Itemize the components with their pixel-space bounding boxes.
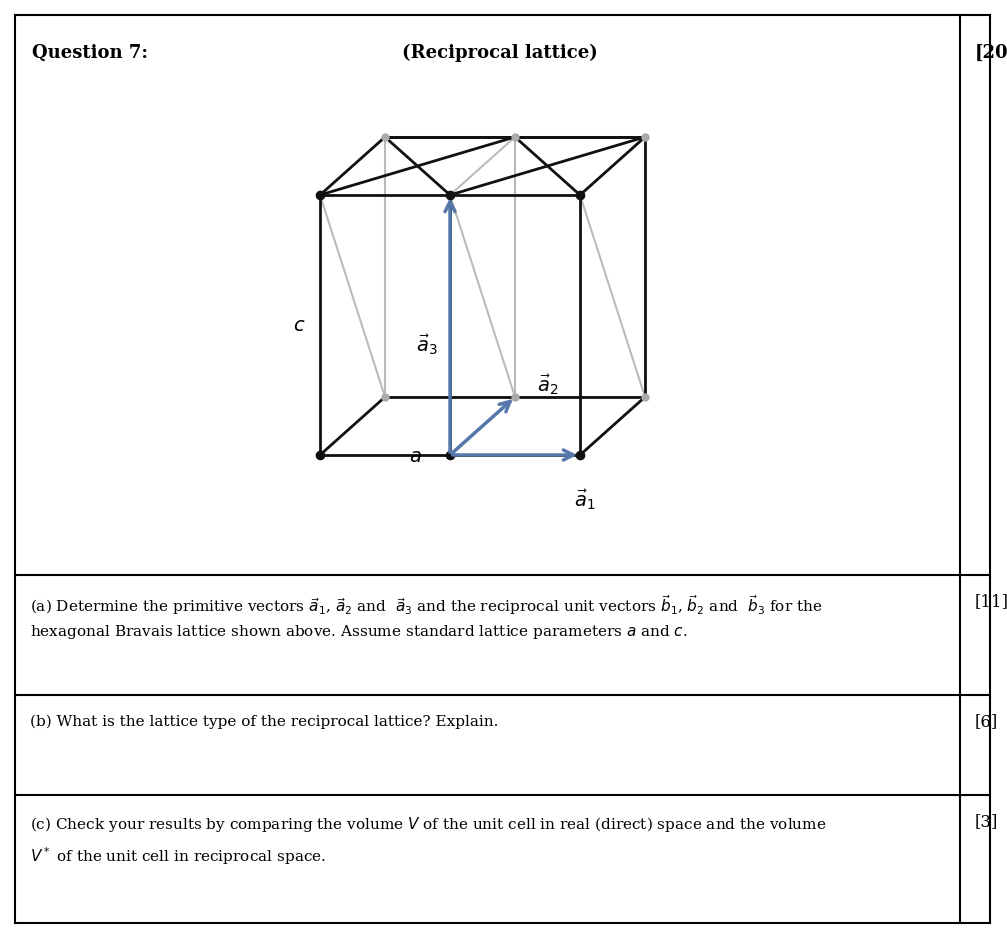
Text: $V^*$ of the unit cell in reciprocal space.: $V^*$ of the unit cell in reciprocal spa… xyxy=(30,845,326,867)
Text: (a) Determine the primitive vectors $\vec{a}_1$, $\vec{a}_2$ and  $\vec{a}_3$ an: (a) Determine the primitive vectors $\ve… xyxy=(30,593,823,617)
Text: [11]: [11] xyxy=(975,593,1007,610)
Text: [3]: [3] xyxy=(975,813,998,830)
Text: Question 7:: Question 7: xyxy=(32,44,148,62)
Text: $\vec{a}_1$: $\vec{a}_1$ xyxy=(574,487,596,511)
Text: [6]: [6] xyxy=(975,713,998,730)
Text: $\vec{a}_3$: $\vec{a}_3$ xyxy=(416,333,438,357)
Text: $a$: $a$ xyxy=(409,447,422,466)
Text: $c$: $c$ xyxy=(293,315,305,335)
Text: hexagonal Bravais lattice shown above. Assume standard lattice parameters $a$ an: hexagonal Bravais lattice shown above. A… xyxy=(30,623,688,641)
Text: $\vec{a}_2$: $\vec{a}_2$ xyxy=(537,372,559,398)
Text: [20]: [20] xyxy=(975,44,1007,62)
Text: (Reciprocal lattice): (Reciprocal lattice) xyxy=(402,44,598,62)
Text: (c) Check your results by comparing the volume $V$ of the unit cell in real (dir: (c) Check your results by comparing the … xyxy=(30,815,827,834)
Text: (b) What is the lattice type of the reciprocal lattice? Explain.: (b) What is the lattice type of the reci… xyxy=(30,715,498,730)
